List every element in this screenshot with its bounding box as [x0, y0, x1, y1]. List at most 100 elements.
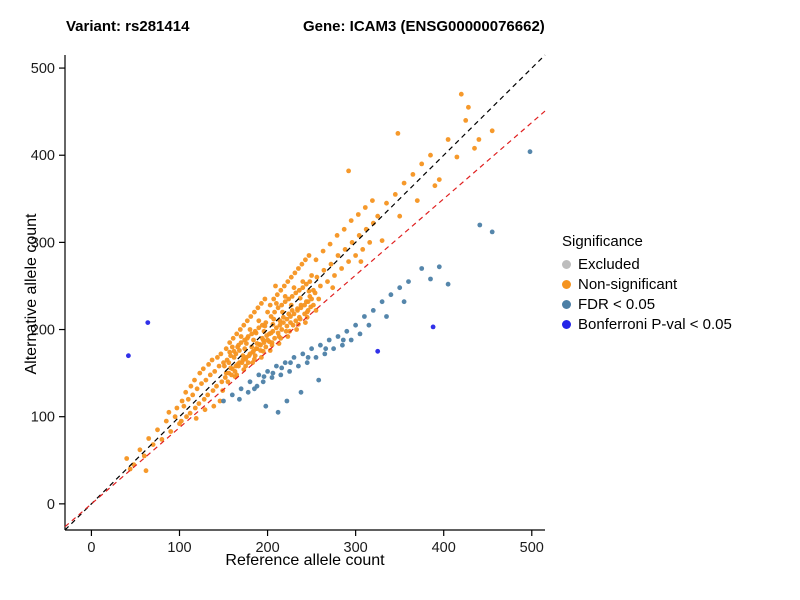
y-axis-title: Alternative allele count [23, 213, 40, 375]
data-point [281, 314, 286, 320]
legend-item: Non-significant [562, 275, 732, 293]
data-point [341, 226, 347, 232]
y-tick-label: 300 [31, 235, 55, 251]
data-point [187, 410, 193, 416]
data-point [428, 152, 433, 158]
data-point [141, 453, 147, 459]
data-point [218, 351, 224, 357]
data-point [229, 344, 235, 350]
data-point [445, 137, 451, 142]
data-point [362, 314, 367, 319]
data-point [432, 183, 438, 189]
data-point [256, 318, 262, 324]
data-point [527, 149, 533, 155]
data-point [303, 281, 309, 287]
data-point [124, 456, 130, 461]
data-point [463, 118, 469, 123]
data-point [327, 241, 333, 247]
data-point [489, 229, 495, 235]
data-point [313, 355, 319, 360]
data-point [298, 302, 304, 308]
data-point [289, 294, 295, 299]
data-point [334, 233, 340, 238]
data-point [241, 322, 247, 328]
data-point [237, 348, 242, 353]
data-point [335, 253, 341, 258]
data-point [275, 409, 281, 415]
data-point [397, 285, 403, 291]
data-point [199, 381, 204, 386]
data-point [207, 372, 213, 378]
data-point [320, 248, 326, 254]
data-point [192, 405, 198, 411]
data-point [477, 222, 483, 228]
data-point [282, 360, 288, 366]
data-point [267, 302, 273, 308]
data-point [227, 349, 233, 355]
data-point [375, 348, 381, 354]
variant-title: Variant: rs281414 [66, 18, 190, 35]
data-point [282, 294, 288, 299]
data-point [188, 383, 194, 389]
data-point [284, 398, 290, 404]
legend-swatch-icon [562, 299, 571, 309]
data-point [367, 240, 373, 245]
data-point [309, 273, 314, 278]
data-point [254, 341, 260, 346]
data-point [313, 308, 319, 313]
data-point [259, 335, 265, 341]
data-point [295, 306, 300, 311]
data-point [279, 327, 285, 332]
data-point [194, 386, 200, 392]
gene-title: Gene: ICAM3 (ENSG00000076662) [303, 18, 545, 35]
data-point [357, 331, 363, 337]
data-point [299, 261, 305, 267]
data-point [306, 288, 312, 294]
data-point [244, 318, 250, 324]
data-point [303, 299, 309, 305]
data-point [273, 283, 278, 289]
data-point [312, 290, 318, 296]
data-point [146, 436, 152, 441]
data-point [304, 360, 310, 366]
data-point [196, 401, 202, 406]
data-point [279, 302, 285, 308]
data-point [436, 264, 442, 270]
data-point [332, 273, 337, 278]
data-point [348, 337, 354, 343]
legend-swatch-icon [562, 319, 571, 329]
data-point [178, 418, 184, 424]
data-point [137, 447, 143, 453]
data-point [203, 377, 209, 383]
data-point [384, 314, 389, 319]
data-point [262, 323, 268, 329]
data-point [445, 281, 451, 287]
data-point [163, 418, 169, 424]
legend-label: Excluded [578, 255, 640, 273]
data-point [309, 346, 314, 352]
data-point [284, 323, 290, 329]
data-point [277, 322, 283, 328]
data-point [201, 396, 207, 402]
data-point [254, 383, 260, 389]
data-point [287, 328, 292, 334]
data-point [296, 314, 302, 320]
x-tick-label: 400 [432, 540, 456, 556]
data-point [293, 290, 299, 296]
legend-item: FDR < 0.05 [562, 295, 732, 313]
data-point [355, 212, 361, 217]
series-fdr-0-05 [221, 149, 533, 415]
y-tick-label: 500 [31, 61, 55, 77]
data-point [217, 398, 223, 404]
data-point [272, 335, 277, 341]
data-point [197, 370, 203, 376]
data-point [342, 247, 348, 252]
y-tick-label: 100 [31, 410, 55, 426]
data-point [370, 198, 375, 204]
data-point [259, 301, 264, 306]
data-point [287, 369, 292, 374]
legend-label: FDR < 0.05 [578, 295, 656, 313]
data-point [209, 357, 215, 363]
data-point [288, 302, 294, 308]
data-point [379, 299, 385, 305]
